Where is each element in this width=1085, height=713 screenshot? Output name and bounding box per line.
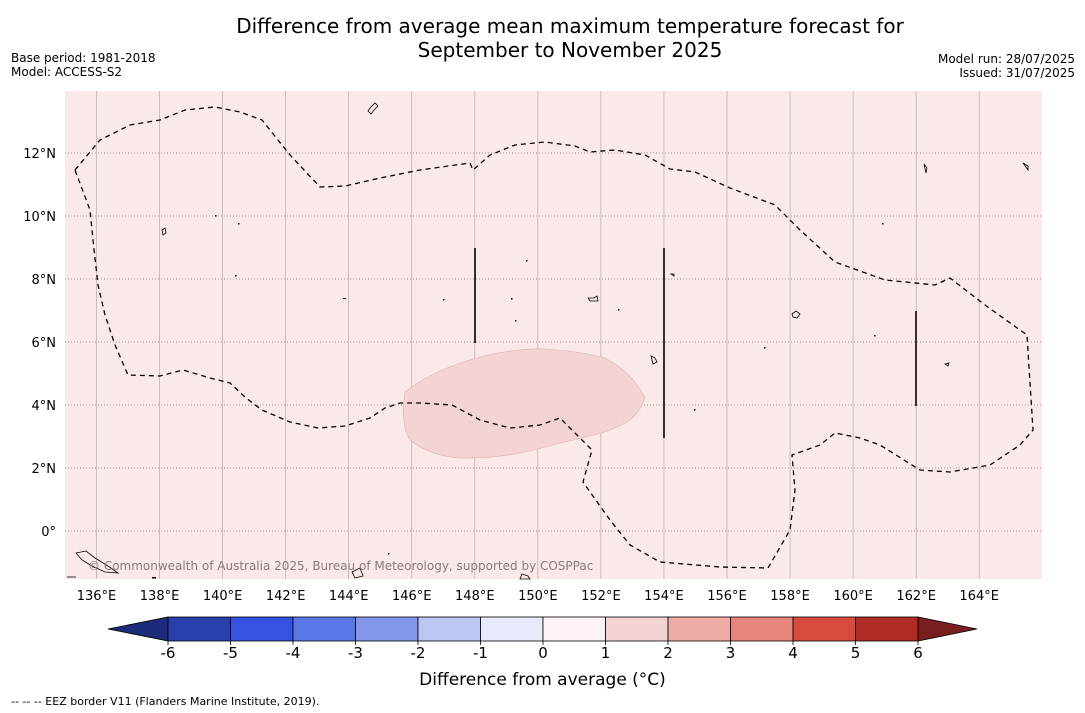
lon-tick-label: 146°E bbox=[392, 589, 432, 604]
colorbar-tick-label: -5 bbox=[223, 644, 238, 662]
colorbar-segment bbox=[355, 616, 419, 642]
colorbar-tick-label: 0 bbox=[538, 644, 548, 662]
eez-footnote: -- -- -- EEZ border V11 (Flanders Marine… bbox=[11, 695, 320, 708]
colorbar-segment bbox=[230, 616, 294, 642]
colorbar-title: Difference from average (°C) bbox=[419, 670, 666, 690]
islet bbox=[874, 335, 876, 337]
colorbar-segment bbox=[480, 616, 544, 642]
islet bbox=[238, 223, 240, 225]
eez-border bbox=[74, 106, 1034, 569]
island bbox=[923, 163, 928, 174]
colorbar-segment bbox=[605, 616, 669, 642]
island bbox=[791, 310, 801, 319]
lon-tick-label: 138°E bbox=[140, 589, 180, 604]
island bbox=[367, 102, 379, 115]
islet bbox=[388, 553, 390, 555]
colorbar-tick-label: 6 bbox=[913, 644, 923, 662]
islet bbox=[764, 347, 766, 349]
colorbar-under-arrow bbox=[107, 616, 169, 642]
title-line-1: Difference from average mean maximum tem… bbox=[236, 14, 904, 38]
lat-tick-label: 10°N bbox=[23, 210, 56, 225]
graticule bbox=[65, 91, 1042, 579]
islet bbox=[526, 260, 528, 262]
islands bbox=[67, 102, 1029, 580]
colorbar-segment bbox=[167, 616, 231, 642]
islet bbox=[694, 409, 696, 411]
colorbar-tick-label: -3 bbox=[348, 644, 363, 662]
islet-dots bbox=[152, 215, 884, 579]
latitude-labels: 12°N 10°N 8°N 6°N 4°N 2°N 0° bbox=[23, 147, 56, 540]
longitude-labels: 136°E 138°E 140°E 142°E 144°E 146°E 148°E 150°E… bbox=[77, 589, 999, 604]
lon-tick-label: 164°E bbox=[959, 589, 999, 604]
lon-tick-label: 162°E bbox=[896, 589, 936, 604]
lon-tick-label: 142°E bbox=[266, 589, 306, 604]
islet bbox=[515, 320, 517, 322]
colorbar-segment bbox=[792, 616, 856, 642]
run-info: Model run: 28/07/2025 Issued: 31/07/2025 bbox=[938, 52, 1075, 80]
island bbox=[1022, 162, 1029, 172]
map-area bbox=[65, 91, 1042, 579]
colorbar: -6 -5 -4 -3 -2 -1 0 1 2 3 4 5 6 bbox=[107, 616, 978, 662]
colorbar-tick-label: 3 bbox=[726, 644, 736, 662]
lat-tick-label: 12°N bbox=[23, 147, 56, 162]
map-title: Difference from average mean maximum tem… bbox=[120, 14, 1020, 62]
colorbar-segment bbox=[417, 616, 481, 642]
model-info: Base period: 1981-2018 Model: ACCESS-S2 bbox=[11, 51, 156, 79]
lon-tick-label: 144°E bbox=[329, 589, 369, 604]
colorbar-tick-label: 4 bbox=[788, 644, 798, 662]
lat-tick-label: 4°N bbox=[32, 399, 57, 414]
colorbar-tick-label: -4 bbox=[286, 644, 301, 662]
island bbox=[944, 362, 950, 367]
colorbar-tick-label: 5 bbox=[851, 644, 861, 662]
lon-tick-label: 154°E bbox=[644, 589, 684, 604]
lon-tick-label: 140°E bbox=[203, 589, 243, 604]
lon-tick-label: 160°E bbox=[833, 589, 873, 604]
model-name: Model: ACCESS-S2 bbox=[11, 65, 123, 79]
islet bbox=[882, 223, 884, 225]
island bbox=[587, 295, 599, 302]
colorbar-segment bbox=[855, 616, 919, 642]
island bbox=[351, 567, 364, 579]
anomaly-region bbox=[403, 348, 646, 459]
islet bbox=[152, 577, 156, 579]
colorbar-tick-label: -1 bbox=[473, 644, 488, 662]
colorbar-segment bbox=[730, 616, 794, 642]
lon-tick-label: 148°E bbox=[455, 589, 495, 604]
colorbar-tick-label: 2 bbox=[663, 644, 673, 662]
lon-tick-label: 150°E bbox=[518, 589, 558, 604]
lat-tick-label: 2°N bbox=[32, 462, 57, 477]
island bbox=[519, 573, 531, 580]
model-run: Model run: 28/07/2025 bbox=[937, 52, 1075, 66]
colorbar-tick-label: 1 bbox=[601, 644, 611, 662]
islet bbox=[235, 275, 237, 277]
lat-tick-label: 8°N bbox=[32, 273, 57, 288]
lat-tick-label: 6°N bbox=[32, 336, 57, 351]
lon-tick-label: 156°E bbox=[707, 589, 747, 604]
lon-tick-label: 158°E bbox=[770, 589, 810, 604]
lon-tick-label: 136°E bbox=[77, 589, 117, 604]
lon-tick-label: 152°E bbox=[581, 589, 621, 604]
islet bbox=[443, 299, 445, 301]
colorbar-segment bbox=[667, 616, 731, 642]
island bbox=[669, 273, 675, 277]
islet bbox=[618, 309, 620, 311]
issued-date: Issued: 31/07/2025 bbox=[959, 66, 1075, 80]
islet bbox=[343, 298, 346, 299]
colorbar-segment bbox=[292, 616, 356, 642]
island bbox=[650, 355, 658, 365]
colorbar-tick-label: -2 bbox=[411, 644, 426, 662]
islet bbox=[511, 298, 513, 300]
colorbar-segment bbox=[542, 616, 606, 642]
island bbox=[161, 227, 167, 236]
islet bbox=[215, 215, 217, 217]
title-line-2: September to November 2025 bbox=[417, 38, 723, 62]
copyright-notice: © Commonwealth of Australia 2025, Bureau… bbox=[88, 559, 593, 573]
base-period: Base period: 1981-2018 bbox=[11, 51, 156, 65]
lat-tick-label: 0° bbox=[41, 525, 56, 540]
colorbar-tick-label: -6 bbox=[161, 644, 176, 662]
island bbox=[75, 550, 120, 574]
colorbar-over-arrow bbox=[917, 616, 978, 642]
